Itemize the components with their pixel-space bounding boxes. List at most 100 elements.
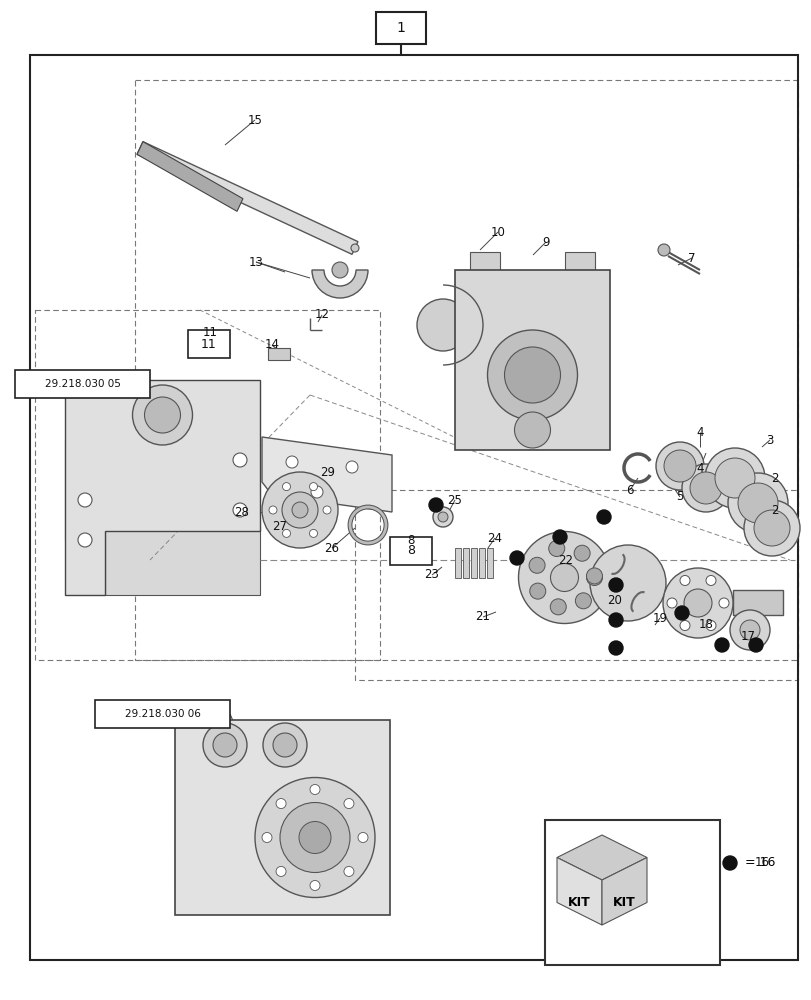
Polygon shape — [137, 142, 358, 254]
Text: 28: 28 — [234, 506, 249, 518]
Circle shape — [743, 500, 799, 556]
Text: 29.218.030 05: 29.218.030 05 — [45, 379, 120, 389]
Circle shape — [263, 723, 307, 767]
Circle shape — [655, 442, 703, 490]
Text: 29: 29 — [320, 466, 335, 479]
Circle shape — [203, 723, 247, 767]
Text: 20: 20 — [607, 593, 622, 606]
Text: 17: 17 — [740, 630, 754, 642]
Text: 4: 4 — [695, 462, 703, 475]
Polygon shape — [175, 720, 389, 915]
Text: 29.218.030 06: 29.218.030 06 — [124, 709, 200, 719]
Circle shape — [753, 510, 789, 546]
Circle shape — [233, 453, 247, 467]
Circle shape — [310, 784, 320, 794]
Text: 27: 27 — [272, 520, 287, 534]
Text: 15: 15 — [247, 114, 262, 127]
Text: KIT: KIT — [568, 896, 590, 909]
Text: 13: 13 — [248, 255, 263, 268]
Polygon shape — [262, 437, 392, 512]
Circle shape — [552, 530, 566, 544]
Circle shape — [679, 621, 689, 631]
Circle shape — [276, 799, 285, 809]
Circle shape — [344, 799, 354, 809]
Circle shape — [705, 575, 715, 585]
Text: 16: 16 — [753, 856, 769, 869]
Bar — [15, 370, 150, 398]
Circle shape — [309, 529, 317, 537]
Circle shape — [666, 598, 676, 608]
Bar — [657, 460, 672, 476]
Circle shape — [722, 856, 736, 870]
Circle shape — [417, 299, 469, 351]
Circle shape — [683, 589, 711, 617]
Text: 2: 2 — [770, 504, 778, 516]
Circle shape — [432, 507, 453, 527]
Text: 11: 11 — [201, 338, 217, 351]
Circle shape — [548, 541, 564, 557]
Circle shape — [272, 733, 297, 757]
Polygon shape — [137, 142, 242, 211]
Circle shape — [529, 557, 544, 573]
Text: 24: 24 — [487, 532, 502, 544]
Text: 8: 8 — [407, 534, 414, 546]
Circle shape — [78, 493, 92, 507]
Text: 23: 23 — [424, 568, 439, 582]
Text: 3: 3 — [766, 434, 773, 446]
Bar — [470, 252, 500, 270]
Circle shape — [663, 568, 732, 638]
Circle shape — [132, 385, 192, 445]
Text: 6: 6 — [625, 484, 633, 496]
Text: 2: 2 — [770, 472, 778, 485]
Circle shape — [575, 593, 590, 609]
Circle shape — [590, 545, 665, 621]
Circle shape — [657, 244, 669, 256]
Circle shape — [681, 464, 729, 512]
Circle shape — [596, 510, 610, 524]
Bar — [175, 847, 210, 887]
Text: 26: 26 — [324, 542, 339, 554]
Circle shape — [262, 832, 272, 842]
Circle shape — [674, 606, 689, 620]
Circle shape — [550, 599, 565, 615]
Circle shape — [748, 638, 762, 652]
Bar — [268, 348, 290, 360]
Circle shape — [358, 832, 367, 842]
Circle shape — [573, 545, 590, 561]
Circle shape — [608, 613, 622, 627]
Circle shape — [705, 621, 715, 631]
Text: 1: 1 — [396, 21, 405, 35]
Text: 11: 11 — [202, 326, 217, 340]
Circle shape — [487, 330, 577, 420]
Wedge shape — [311, 270, 367, 298]
Bar — [454, 548, 461, 578]
Bar — [188, 330, 230, 358]
Text: 10: 10 — [490, 226, 504, 239]
Circle shape — [714, 638, 728, 652]
Text: 18: 18 — [697, 617, 713, 630]
Circle shape — [281, 492, 318, 528]
Text: 4: 4 — [695, 426, 703, 438]
Bar — [389, 537, 431, 565]
Circle shape — [714, 458, 754, 498]
Circle shape — [350, 244, 358, 252]
Circle shape — [608, 578, 622, 592]
Text: 25: 25 — [447, 493, 462, 506]
Circle shape — [514, 412, 550, 448]
Circle shape — [345, 461, 358, 473]
Text: 8: 8 — [406, 544, 414, 558]
Circle shape — [518, 532, 610, 624]
Bar — [732, 590, 782, 615]
Bar — [105, 526, 260, 595]
Bar — [544, 820, 719, 965]
Text: 5: 5 — [676, 490, 683, 504]
Circle shape — [504, 347, 560, 403]
Bar — [65, 440, 90, 540]
Circle shape — [344, 866, 354, 876]
Circle shape — [276, 866, 285, 876]
Circle shape — [309, 483, 317, 491]
Bar — [564, 252, 594, 270]
Bar — [487, 548, 492, 578]
Circle shape — [285, 456, 298, 468]
Circle shape — [718, 598, 728, 608]
